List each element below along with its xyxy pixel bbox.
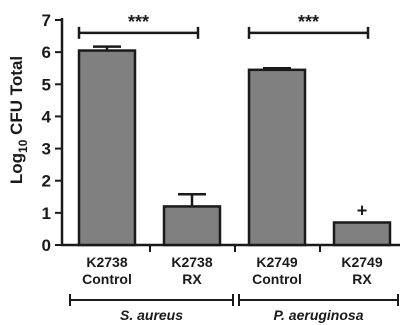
y-tick-label: 6 xyxy=(42,43,51,62)
y-axis-label: Log10 CFU Total xyxy=(7,56,30,184)
x-tick-label-line2: RX xyxy=(182,271,202,287)
bar xyxy=(162,205,222,247)
x-tick-label-line1: K2749 xyxy=(256,254,297,270)
significance-label: *** xyxy=(298,12,319,32)
significance-label: *** xyxy=(128,12,149,32)
y-tick-label: 2 xyxy=(42,172,51,191)
y-axis-label-pre: Log xyxy=(7,153,26,184)
x-tick-label-line1: K2738 xyxy=(86,254,127,270)
group-label: P. aeruginosa xyxy=(273,307,363,323)
y-tick-label: 7 xyxy=(42,11,51,30)
y-axis-ticks: 0 1 2 3 4 5 6 7 xyxy=(42,11,62,255)
bar xyxy=(332,221,392,247)
x-tick-label-line2: Control xyxy=(252,271,302,287)
y-axis-label-post: CFU Total xyxy=(7,56,26,140)
significance-brackets: *** *** xyxy=(77,12,370,39)
x-tick-label-line1: K2738 xyxy=(171,254,212,270)
y-tick-label: 1 xyxy=(42,204,51,223)
bar xyxy=(247,68,307,247)
y-tick-label: 4 xyxy=(42,107,52,126)
group-label: S. aureus xyxy=(120,307,183,323)
bars xyxy=(77,49,392,247)
svg-text:Log10 CFU Total: Log10 CFU Total xyxy=(7,56,30,184)
error-bars: + xyxy=(93,45,368,221)
bar xyxy=(77,49,137,247)
x-tick-label-line2: Control xyxy=(82,271,132,287)
bar-annotation: + xyxy=(357,201,368,221)
y-tick-label: 3 xyxy=(42,140,51,159)
y-tick-label: 0 xyxy=(42,236,51,255)
x-tick-label-line1: K2749 xyxy=(341,254,382,270)
x-tick-label-line2: RX xyxy=(352,271,372,287)
y-tick-label: 5 xyxy=(42,75,51,94)
group-brackets: S. aureus P. aeruginosa xyxy=(69,294,399,323)
y-axis-label-sub: 10 xyxy=(16,139,30,153)
